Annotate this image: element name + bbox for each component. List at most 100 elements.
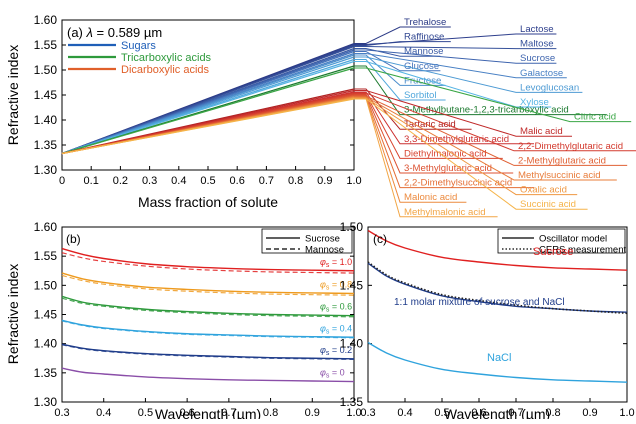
panel-c-x-tick-label: 0.5 [434,407,449,419]
panel-a-series-label: Sorbitol [404,90,437,101]
panel-a-label-leader [354,49,557,64]
panel-b-series-label: φs = 1.0 [320,257,352,269]
panel-a-label-leader [354,46,557,50]
panel-a-series-label: Maltose [520,39,554,50]
panel-b-y-tick-label: 1.60 [34,220,58,234]
panel-a-label-fan: Trehalose Lactose Raffinose Maltose Mannose S… [354,17,636,218]
panel-a-lines [61,42,355,155]
panel-c-x-axis-label: Wavelength (µm) [444,406,550,419]
panel-a-series-label: Sucrose [520,53,555,64]
panel-a: 0 0.1 0.2 0.3 0.4 0.5 0.6 0.7 0.8 0.9 1.0 1.30 1.35… [5,13,636,218]
panel-a-label-leader [354,33,557,45]
panel-a-frame [61,19,355,171]
panel-a-label-leader [354,56,583,93]
panel-c-frame [367,226,628,403]
panel-a-series-label: Trehalose [404,17,446,28]
panel-a-series-label: Xylose [520,97,549,108]
panel-b-series-line-mannose [61,320,355,339]
panel-a-series-label: Succinic acid [520,199,576,210]
panel-b-legend-box [261,228,353,254]
panel-a-label-leader [354,59,446,101]
panel-a-x-tick-label: 1.0 [346,175,361,187]
panel-b-series-line-mannose [61,344,355,361]
panel-a-label-leader [354,48,441,57]
panel-b-y-tick-label: 1.45 [34,308,58,322]
panel-a-series-label: Lactose [520,24,554,35]
panel-b-series-label: φs = 0.4 [320,323,352,335]
panel-c-x-tick-label: 0.9 [582,407,597,419]
panel-b-y-tick-label: 1.40 [34,337,58,351]
panel-a-series-label: 3-Methylbutane-1,2,3-tricarboxylic acid [404,105,569,116]
panel-b-x-tick-label: 0.7 [221,407,236,419]
panel-a-label-leader [354,98,498,218]
panel-c-x-ticks: 0.3 0.4 0.5 0.6 0.7 0.8 0.9 1.0 [360,398,635,419]
panel-b-y-tick-label: 1.50 [34,278,58,292]
panel-a-label-leader [354,54,446,86]
panel-a-legend-label: Sugars [121,40,156,52]
panel-a-series-label: Methylsuccinic acid [518,170,601,181]
panel-b-x-tick-label: 0.3 [54,407,69,419]
panel-a-series-label: Methylmalonic acid [404,207,486,218]
panel-a-series-label: 3,3-Dimethylglutaric acid [404,134,509,145]
panel-c-series-line [367,262,628,313]
panel-c-y-tick-label: 1.45 [340,278,364,292]
panel-a-x-tick-label: 0.3 [142,175,157,187]
panel-a-series-line [61,67,355,155]
panel-b-x-tick-label: 0.4 [96,407,111,419]
panel-a-y-axis-label: Refractive index [5,45,21,145]
panel-c-x-tick-label: 0.7 [508,407,523,419]
panel-b-series-line-mannose [61,297,355,318]
panel-b-y-tick-label: 1.35 [34,366,58,380]
panel-a-series-label: Mannose [404,46,443,57]
panel-a-x-tick-label: 0.6 [230,175,245,187]
panel-b-series-line-mannose [61,274,355,296]
panel-a-x-tick-label: 0.8 [288,175,303,187]
panel-b-y-axis-label: Refractive index [5,264,21,364]
panel-a-y-tick-label: 1.45 [34,88,58,102]
panel-b-series-label: φs = 0.2 [320,345,352,357]
panel-a-legend-label: Tricarboxylic acids [121,52,212,64]
panel-a-legend-label: Dicarboxylic acids [121,64,210,76]
panel-b-lines: φs = 1.0 φs = 0.8 φs = 0.6 φs = 0.4 φs = 0.2… [61,247,355,383]
panel-a-series-label: Malic acid [520,126,563,137]
panel-a-x-tick-label: 0.9 [317,175,332,187]
panel-a-y-tick-label: 1.60 [34,13,58,27]
panel-c-lines [367,229,628,383]
panel-a-label-leader [354,41,451,46]
panel-b-series-line-sucrose [61,272,355,295]
panel-a-label-leader [354,90,572,137]
panel-a-series-label: Raffinose [404,32,444,43]
panel-b-x-tick-label: 1.0 [346,407,361,419]
panel-c-y-ticks: 1.35 1.40 1.45 1.50 [340,220,627,409]
panel-b-y-tick-label: 1.30 [34,395,58,409]
panel-a-label-leader [354,61,552,108]
panel-b-y-ticks: 1.30 1.35 1.40 1.45 1.50 1.55 1.60 [34,220,354,409]
panel-b-x-ticks: 0.3 0.4 0.5 0.6 0.7 0.8 0.9 1.0 [54,398,362,419]
panel-b-x-tick-label: 0.6 [179,407,194,419]
panel-a-x-tick-label: 0 [59,175,65,187]
panel-c-x-tick-label: 0.4 [397,407,412,419]
panel-c-title: (c) [373,232,387,246]
panel-a-series-label: Diethylmalonic acid [404,148,487,159]
panel-b-x-tick-label: 0.9 [305,407,320,419]
panel-c-legend-label: Oscillator model [539,234,607,245]
panel-a-label-leader [354,97,467,203]
panel-a-label-leader [354,92,636,152]
panel-c-series-line [367,229,628,271]
panel-b-y-tick-label: 1.55 [34,249,58,263]
panel-a-title: (a) λ = 0.589 µm [67,25,162,40]
panel-c-y-tick-label: 1.50 [340,220,364,234]
panel-c-x-tick-label: 0.8 [545,407,560,419]
panel-a-series-label: 2,2-Dimethylglutaric acid [518,141,623,152]
panel-a-series-line [61,60,355,155]
panel-a-y-ticks: 1.30 1.35 1.40 1.45 1.50 1.55 1.60 [34,13,354,177]
panel-c-annotation: 1:1 molar mixture of sucrose and NaCl [394,297,565,308]
panel-b-legend-label: Sucrose [305,234,340,245]
panel-c-x-tick-label: 0.3 [360,407,375,419]
panel-a-series-label: Citric acid [574,112,616,123]
panel-a-label-leader [354,26,451,44]
